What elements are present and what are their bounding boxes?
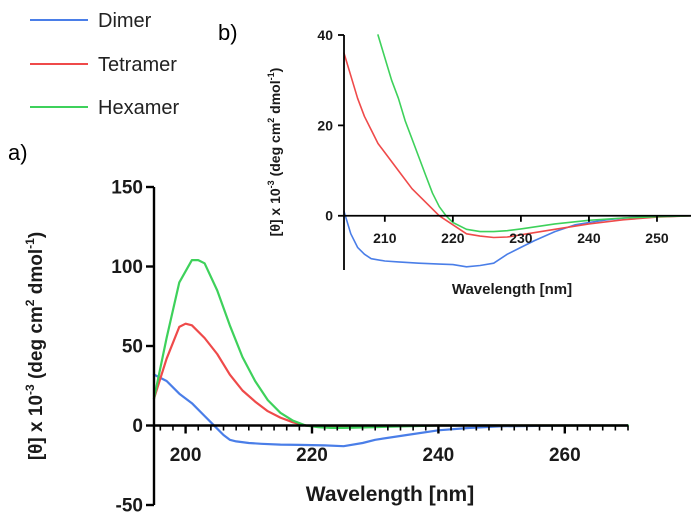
main-x-tick-label: 240 [423,445,455,466]
inset-x-axis-label: Wavelength [nm] [452,281,572,298]
main-x-tick-label: 200 [170,445,202,466]
legend-label-dimer: Dimer [98,10,152,32]
main-y-tick-label: -50 [116,496,143,514]
panel-label-a: a) [8,140,28,165]
main-y-tick-label: 50 [122,337,143,358]
inset-x-tick-label: 240 [577,230,601,246]
main-y-tick-label: 0 [132,416,143,437]
legend-label-tetramer: Tetramer [98,54,177,76]
legend: Dimer Tetramer Hexamer [30,10,179,119]
inset-series-dimer [343,210,691,268]
inset-x-tick-label: 230 [509,230,533,246]
main-x-axis-label: Wavelength [nm] [306,483,474,506]
main-x-tick-label: 260 [549,445,581,466]
panel-label-b: b) [218,20,238,45]
inset-chart: 0 20 40 210 220 230 240 250 Wavelength [nm] [θ] x… [266,27,691,298]
legend-label-hexamer: Hexamer [98,97,179,119]
main-y-tick-label: 150 [111,178,143,199]
inset-x-tick-label: 210 [373,230,397,246]
main-series-hexamer [152,259,630,429]
legend-item-dimer: Dimer [30,10,152,32]
inset-series-hexamer [377,34,691,233]
legend-item-hexamer: Hexamer [30,97,179,119]
main-y-tick-label: 100 [111,257,143,278]
inset-y-tick-label: 0 [325,208,333,224]
main-series-dimer [152,373,630,448]
main-series-tetramer [152,322,630,428]
inset-series-tetramer [343,52,691,239]
main-y-axis-label: [θ] x 10-3 (deg cm2 dmol-1) [23,232,47,460]
inset-x-tick-label: 250 [645,230,669,246]
main-chart: -50 0 50 100 150 200 220 240 260 Wavelength [nm] [… [23,178,630,514]
inset-y-tick-label: 40 [317,27,333,43]
legend-item-tetramer: Tetramer [30,54,177,76]
inset-x-tick-label: 220 [441,230,465,246]
inset-y-axis-label: [θ] x 10-3 (deg cm2 dmol-1) [266,68,283,237]
inset-y-tick-label: 20 [317,117,333,133]
main-x-tick-label: 220 [296,445,328,466]
